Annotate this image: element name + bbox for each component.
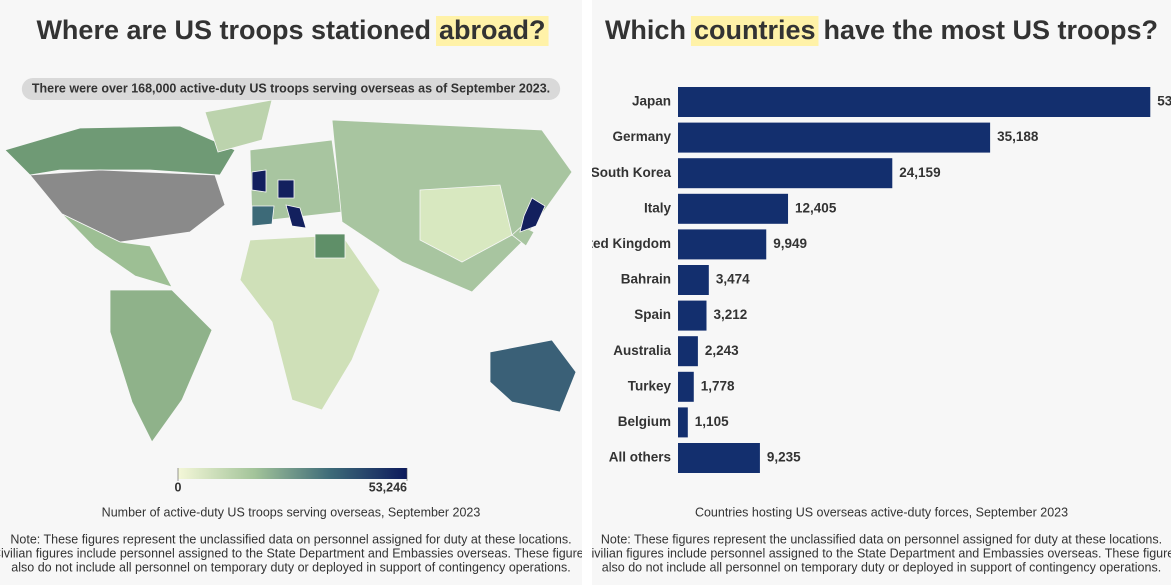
y-tick-label: Germany — [612, 129, 671, 144]
chart-title: Which countries have the most US troops? — [605, 15, 1158, 45]
value-label: 9,949 — [773, 236, 807, 251]
note-line: Note: These figures represent the unclas… — [601, 532, 1162, 546]
world-map — [4, 99, 577, 443]
land — [109, 289, 213, 443]
land — [4, 125, 236, 176]
y-tick-label: Bahrain — [621, 272, 671, 287]
value-label: 1,778 — [701, 378, 735, 393]
bar-panel: Which countries have the most US troops? Ja… — [567, 15, 1171, 574]
value-label: 3,212 — [713, 307, 747, 322]
value-label: 2,243 — [705, 343, 739, 358]
bar — [678, 193, 789, 224]
land — [251, 169, 267, 193]
chart-title: Where are US troops stationed abroad? — [36, 15, 545, 45]
title-part: Where are US troops stationed — [36, 15, 431, 45]
bar — [678, 229, 767, 260]
value-label: 12,405 — [795, 200, 837, 215]
value-label: 3,474 — [716, 272, 750, 287]
note-line: also do not include all personnel on tem… — [11, 560, 570, 574]
map-panel: Where are US troops stationed abroad? Ther… — [0, 15, 590, 574]
note-line: also do not include all personnel on tem… — [602, 560, 1161, 574]
bar — [678, 443, 760, 473]
title-part: have the most US troops? — [823, 15, 1158, 45]
bar — [678, 87, 1151, 117]
caption: Countries hosting US overseas active-dut… — [695, 505, 1068, 519]
subtitle: There were over 168,000 active-duty US t… — [32, 81, 550, 95]
land — [519, 197, 546, 233]
y-tick-label: Turkey — [628, 378, 672, 393]
note-line: Civilian figures include personnel assig… — [582, 546, 1171, 560]
note-line: Note: These figures represent the unclas… — [10, 532, 571, 546]
title-part: countries — [694, 15, 816, 45]
title-highlight — [690, 16, 819, 46]
y-tick-label: South Korea — [591, 165, 672, 180]
value-label: 53,246 — [1157, 94, 1171, 109]
title-part: abroad? — [439, 15, 546, 45]
value-label: 35,188 — [997, 129, 1039, 144]
land — [204, 99, 273, 153]
land — [314, 233, 346, 259]
bar — [678, 407, 688, 438]
y-tick-label: Japan — [632, 94, 671, 109]
subtitle-pill — [21, 78, 561, 100]
title-part: Which — [605, 15, 686, 45]
land — [511, 225, 535, 247]
bar — [678, 265, 709, 295]
y-tick-label: United Kingdom — [567, 236, 671, 251]
bar — [678, 371, 694, 402]
land — [489, 339, 577, 413]
bar — [678, 300, 707, 331]
colorbar-tick-label: 0 — [175, 480, 182, 494]
colorbar — [178, 468, 407, 479]
value-label: 9,235 — [767, 450, 801, 465]
caption: Number of active-duty US troops serving … — [102, 505, 481, 519]
value-label: 24,159 — [899, 165, 940, 180]
land — [239, 234, 381, 411]
land — [285, 204, 307, 229]
y-tick-label: Belgium — [618, 414, 671, 429]
y-tick-label: Australia — [613, 343, 671, 358]
value-label: 1,105 — [695, 414, 729, 429]
y-tick-label: Spain — [634, 307, 671, 322]
land — [277, 179, 295, 199]
y-tick-label: All others — [609, 450, 671, 465]
bar — [678, 122, 991, 153]
colorbar-tick-label: 53,246 — [369, 480, 407, 494]
y-tick-label: Italy — [644, 200, 672, 215]
note-line: Civilian figures include personnel assig… — [0, 546, 590, 560]
land — [61, 213, 173, 288]
title-highlight — [436, 16, 549, 46]
land — [419, 184, 513, 263]
land — [251, 205, 275, 227]
bar — [678, 336, 698, 367]
bar — [678, 158, 893, 189]
